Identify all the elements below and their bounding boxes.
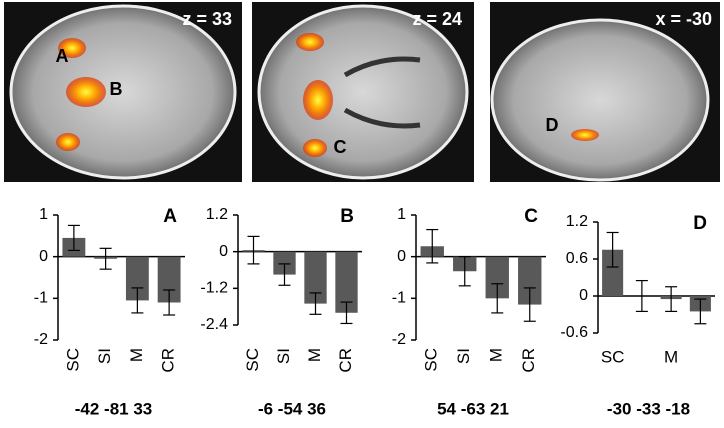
x-tick-label: M xyxy=(127,348,146,362)
x-tick-label: CR xyxy=(159,348,178,373)
coordinates: -42 -81 33 xyxy=(75,399,153,418)
y-tick-label: 0 xyxy=(579,287,588,304)
x-tick-label: M xyxy=(487,348,506,362)
figure: z = 33 A Bz = 24 Cx = -30 D -2 -1 0 1 A -42 -81 33… xyxy=(0,0,724,423)
region-marker: C xyxy=(334,137,347,157)
y-tick-label: -1 xyxy=(34,290,48,307)
x-tick-label: CR xyxy=(519,348,538,373)
region-marker: B xyxy=(110,79,123,99)
y-tick-label: 1 xyxy=(397,206,406,223)
image-label: z = 33 xyxy=(182,9,232,29)
x-tick-label: SC xyxy=(243,348,262,372)
image-2 xyxy=(252,2,474,182)
panel-label: D xyxy=(693,213,707,234)
y-tick-label: -1 xyxy=(392,290,406,307)
x-tick-label: SC xyxy=(422,348,441,372)
y-tick-label: 0 xyxy=(397,248,406,265)
x-tick-label: SI xyxy=(454,348,473,364)
panel-label: B xyxy=(340,206,354,227)
y-tick-label: 1.2 xyxy=(206,206,228,223)
panel-label: A xyxy=(163,206,177,227)
y-tick-label: -2 xyxy=(392,331,406,348)
x-tick-label: M xyxy=(664,347,678,366)
x-tick-label: SI xyxy=(95,348,114,364)
image-label: x = -30 xyxy=(655,9,712,29)
coordinates: -30 -33 -18 xyxy=(607,399,690,418)
image-3 xyxy=(490,2,720,182)
x-tick-label: CR xyxy=(336,348,355,373)
y-tick-label: -2 xyxy=(34,331,48,348)
y-tick-label: 0.6 xyxy=(566,250,588,267)
image-1 xyxy=(4,2,242,182)
x-tick-label: SC xyxy=(601,347,625,366)
y-tick-label: -1.2 xyxy=(200,280,228,297)
y-tick-label: -0.6 xyxy=(560,324,588,341)
region-marker: D xyxy=(546,115,559,135)
region-marker: A xyxy=(56,46,69,66)
x-tick-label: SI xyxy=(274,348,293,364)
y-tick-label: 0 xyxy=(219,243,228,260)
x-tick-label: SC xyxy=(63,348,82,372)
panel-label: C xyxy=(524,206,538,227)
coordinates: 54 -63 21 xyxy=(437,399,509,418)
y-tick-label: 0 xyxy=(39,248,48,265)
image-label: z = 24 xyxy=(412,9,462,29)
x-tick-label: M xyxy=(305,348,324,362)
y-tick-label: 1 xyxy=(39,206,48,223)
y-tick-label: -2.4 xyxy=(200,316,228,333)
coordinates: -6 -54 36 xyxy=(258,399,326,418)
y-tick-label: 1.2 xyxy=(566,213,588,230)
